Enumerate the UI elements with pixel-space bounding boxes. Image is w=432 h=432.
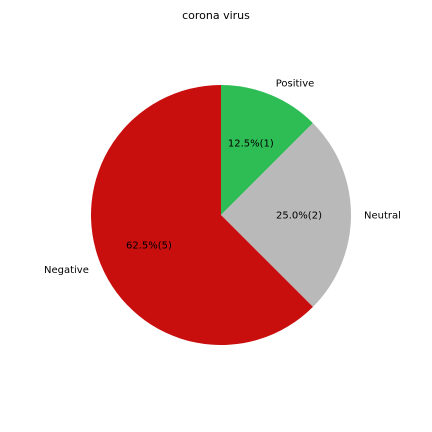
- pie-slice-negative: [91, 85, 313, 345]
- pie-slice-positive: [221, 85, 313, 215]
- slice-percent-neutral: 25.0%(2): [276, 211, 322, 222]
- pie-slice-neutral: [221, 123, 351, 307]
- slice-percent-positive: 12.5%(1): [228, 138, 274, 149]
- slice-label-neutral: Neutral: [364, 211, 401, 222]
- pie-labels: Positive 12.5%(1) Neutral 25.0%(2) Negative 6…: [44, 78, 401, 276]
- slice-label-negative: Negative: [44, 265, 89, 276]
- slice-label-positive: Positive: [276, 78, 315, 89]
- pie-slices: [91, 85, 351, 345]
- slice-percent-negative: 62.5%(5): [126, 240, 172, 251]
- chart-title: corona virus: [182, 9, 250, 22]
